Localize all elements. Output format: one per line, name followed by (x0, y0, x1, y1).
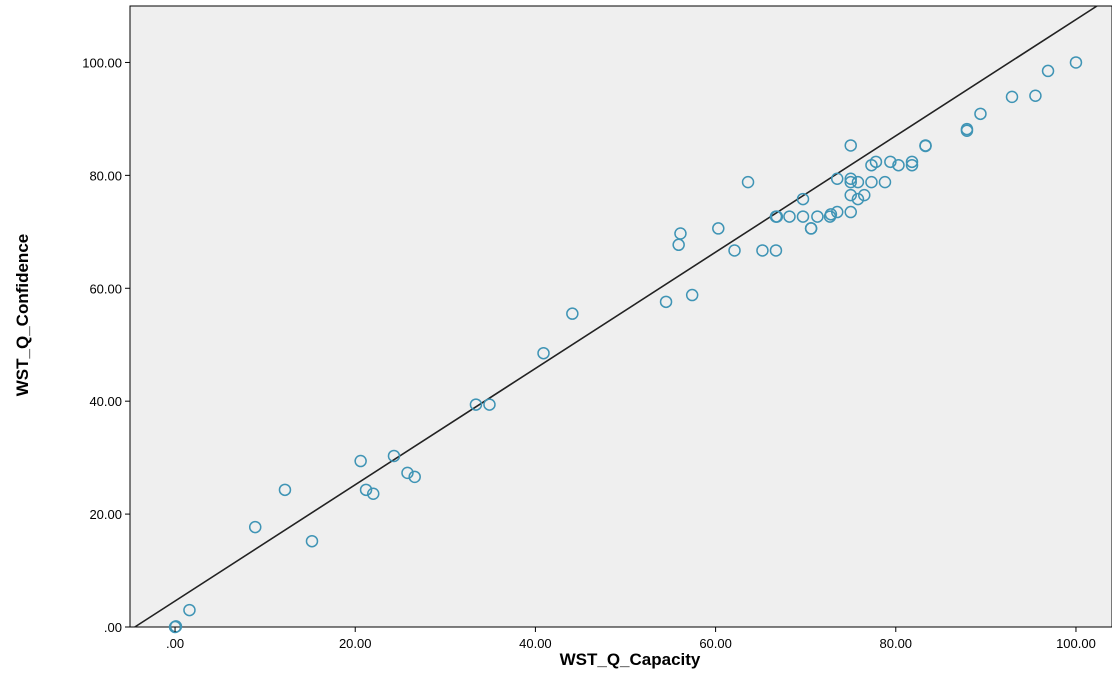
data-point (878, 175, 892, 189)
data-point (974, 107, 987, 121)
data-point (1029, 89, 1042, 103)
data-point (844, 175, 857, 189)
data-point (844, 188, 857, 202)
data-point (756, 244, 769, 257)
data-point (354, 454, 367, 468)
data-point (566, 307, 579, 320)
data-point (783, 210, 796, 223)
data-point (851, 192, 865, 206)
data-point (305, 534, 319, 548)
data-point (1041, 64, 1055, 78)
fit-line (134, 5, 1098, 628)
data-point (1069, 56, 1083, 69)
data-point (857, 188, 871, 202)
data-point (769, 244, 783, 257)
data-point (844, 172, 857, 186)
data-point (741, 175, 755, 189)
data-point (537, 346, 550, 360)
x-tick-label: 80.00 (880, 636, 913, 651)
x-tick-label: 40.00 (519, 636, 552, 651)
data-point (248, 520, 262, 534)
x-tick-label: .00 (166, 636, 184, 651)
y-tick-label: 60.00 (89, 281, 122, 296)
data-point (830, 172, 844, 186)
data-point (483, 398, 496, 411)
data-point (804, 222, 818, 235)
data-point (796, 210, 810, 223)
data-point (659, 295, 673, 309)
data-point (770, 210, 784, 223)
data-point (169, 620, 183, 633)
x-tick-label: 100.00 (1056, 636, 1096, 651)
y-tick-label: 20.00 (89, 507, 122, 522)
data-point (869, 155, 883, 169)
data-point (905, 155, 919, 169)
x-tick-label: 60.00 (699, 636, 732, 651)
data-point (183, 603, 196, 617)
data-point (674, 227, 687, 240)
data-point (278, 483, 292, 497)
data-point (387, 449, 401, 463)
data-point (796, 192, 810, 206)
data-point (408, 470, 421, 484)
data-point (712, 222, 725, 235)
data-point (824, 208, 838, 221)
data-point (865, 175, 878, 189)
data-point (844, 139, 857, 152)
data-point (960, 122, 974, 136)
data-point (844, 205, 857, 219)
data-point (728, 244, 741, 257)
y-axis-title: WST_Q_Confidence (13, 234, 32, 396)
x-axis-title: WST_Q_Capacity (560, 650, 701, 669)
data-point (892, 158, 905, 172)
y-tick-label: 100.00 (82, 55, 122, 70)
data-point (359, 483, 373, 497)
x-tick-label: 20.00 (339, 636, 372, 651)
data-point (401, 466, 414, 480)
data-point (366, 487, 380, 501)
data-point (905, 158, 919, 172)
data-point (830, 205, 844, 219)
data-point (919, 139, 932, 152)
y-tick-label: .00 (104, 620, 122, 635)
data-point (811, 210, 824, 223)
data-point (685, 288, 699, 302)
data-point (884, 155, 897, 169)
y-tick-label: 80.00 (89, 168, 122, 183)
data-point (851, 175, 865, 189)
data-point (1005, 90, 1019, 104)
y-tick-label: 40.00 (89, 394, 122, 409)
data-point (469, 398, 483, 411)
plot-area (129, 5, 1112, 628)
